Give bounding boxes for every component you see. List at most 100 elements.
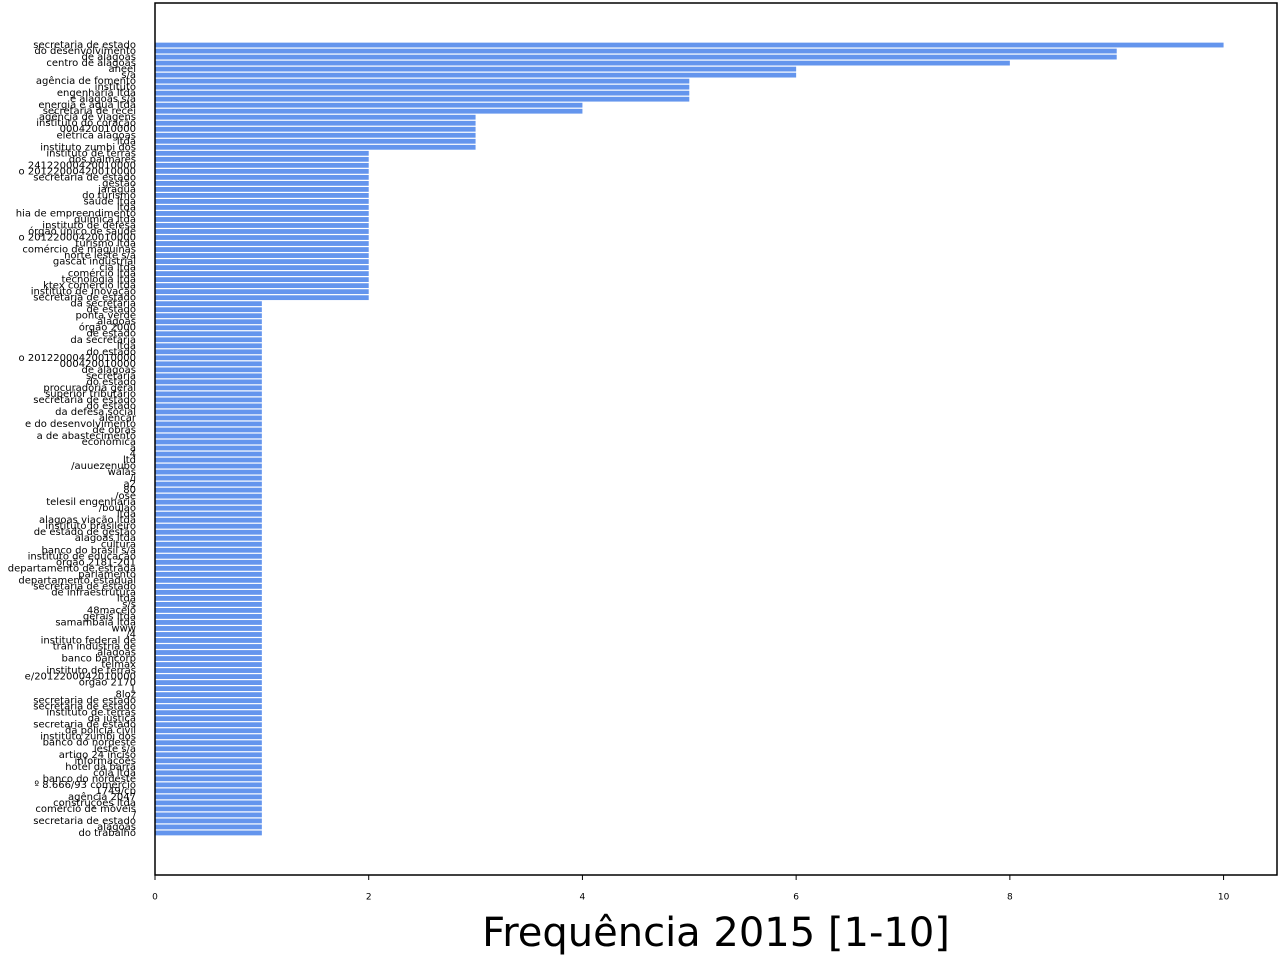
y-tick-label: /boulao [99,503,136,514]
y-tick-label: o 20122000420010000 [19,353,136,364]
bar [155,770,262,776]
y-tick-label: agência de fomento [36,75,136,87]
y-tick-label: departamento de estrada [8,563,136,574]
y-tick-label: 000420010000 [60,124,136,135]
y-tick-label: cia ltda [99,263,136,274]
y-tick-label: informações [74,756,136,767]
bar [155,265,369,270]
bar [155,349,262,355]
bar [155,704,262,710]
bar [155,662,262,667]
bar [155,205,369,210]
y-tick-label: e/2012200042010000 [25,672,136,683]
bar [155,295,369,301]
y-tick-label: /osé [115,490,136,502]
y-tick-label: 8loz [115,690,136,701]
y-tick-label: de obras [92,425,136,436]
y-tick-label: instituto brasileiro [45,521,136,532]
bar [155,565,262,571]
bar [155,776,262,782]
y-tick-label: ltda [117,509,136,520]
bar [155,650,262,655]
y-tick-label: ltda [117,136,136,147]
y-tick-label: º 8.666/93 comércio [34,779,136,791]
y-tick-label: o 20122000420010000 [19,233,136,244]
bar [155,307,262,313]
bar [155,313,262,319]
bar [155,96,690,102]
y-tick-label: ltda [117,341,136,352]
y-tick-label: banco bancorp [62,654,137,665]
bar [155,168,369,174]
y-tick-label: secretaria de recei [43,106,136,117]
y-tick-label: e alagoas s/a [70,94,136,105]
bar [155,319,262,325]
bar [155,102,583,108]
y-tick-label: aneel [108,64,136,75]
bar [155,138,476,144]
bar [155,144,476,150]
bar [155,620,262,625]
y-tick-label: da polícia civil [65,725,136,737]
bar [155,60,1010,66]
bar [155,337,262,343]
bar [155,66,797,72]
x-tick-label: 0 [152,893,158,903]
y-tick-label: alagoas [97,648,136,659]
bar [155,644,262,649]
y-tick-label: parlamento [78,569,136,580]
y-tick-label: departamento estadual [18,575,136,586]
bar [155,108,583,114]
y-tick-label: da defesa social [55,407,136,418]
bar [155,788,262,794]
y-tick-label: órgão 2181-201 [56,556,136,568]
y-tick-label: instituto de terras [46,666,136,677]
y-tick-label: dos palmares [69,154,136,165]
bar [155,439,262,445]
y-tick-label: a de abastecimento [37,431,136,442]
bar [155,746,262,752]
bar [155,722,262,728]
y-tick-label: do estado [86,347,136,358]
bar [155,283,369,289]
bar [155,535,262,541]
bar [155,174,369,180]
y-tick-label: alagoas [97,317,136,328]
bar [155,367,262,373]
bar [155,523,262,529]
bar [155,830,262,836]
bar [155,451,262,457]
bar [155,541,262,547]
y-tick-label: instituto de terras [46,148,136,159]
bar [155,517,262,523]
bar [155,150,369,156]
bar [155,692,262,698]
bar [155,355,262,361]
y-tick-label: ltd [123,455,136,466]
y-tick-label: elétrica alagoas [56,129,136,141]
bar [155,499,262,505]
bar [155,457,262,463]
bar [155,120,476,126]
y-tick-label: artigo 24 inciso [59,750,136,761]
bar [155,553,262,559]
y-tick-label: ktex comércio ltda [43,280,136,292]
bar [155,589,262,595]
bar [155,277,369,283]
bar [155,710,262,716]
bar [155,156,369,162]
y-tick-label: alagoas ltda [75,533,136,544]
y-tick-label: procuradoria geral [43,383,136,394]
y-tick-label: tecnologia ltda [61,275,136,286]
y-tick-label: construções ltda [53,798,136,809]
bar [155,481,262,487]
y-tick-label: instituto do coração [36,118,136,129]
y-tick-label: de infraestrutura [51,587,136,598]
bar [155,397,262,403]
bar [155,680,262,685]
bar [155,571,262,577]
y-tick-label: secretaria [86,371,136,382]
bar [155,764,262,770]
y-tick-label: instituto federal de [41,635,136,646]
y-tick-label: leste s/a [94,744,136,755]
